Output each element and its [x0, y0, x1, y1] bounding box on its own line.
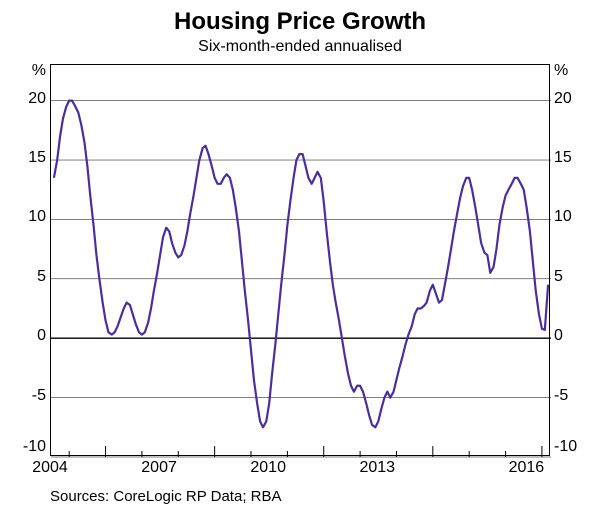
plot-svg [51, 65, 549, 455]
y-tick-label-left: 15 [28, 149, 46, 167]
y-tick-label-left: 10 [28, 208, 46, 226]
y-tick-label-left: 5 [37, 268, 46, 286]
y-tick-label-left: 20 [28, 90, 46, 108]
y-tick-label-left: 0 [37, 327, 46, 345]
chart-subtitle: Six-month-ended annualised [0, 38, 600, 56]
x-tick-label: 2013 [359, 459, 395, 477]
sources-text: Sources: CoreLogic RP Data; RBA [50, 488, 282, 505]
plot-area [50, 64, 550, 456]
y-axis-unit-left: % [32, 62, 46, 80]
y-tick-label-right: 5 [554, 268, 563, 286]
y-axis-unit-right: % [554, 62, 568, 80]
x-tick-label: 2007 [141, 459, 177, 477]
x-tick-label: 2004 [32, 459, 68, 477]
y-tick-label-right: 15 [554, 149, 572, 167]
y-tick-label-left: -10 [23, 438, 46, 456]
y-tick-label-right: -5 [554, 387, 568, 405]
y-tick-label-right: 20 [554, 90, 572, 108]
y-tick-label-right: 0 [554, 327, 563, 345]
y-tick-label-right: 10 [554, 208, 572, 226]
chart-container: Housing Price Growth Six-month-ended ann… [0, 0, 600, 511]
series-line [54, 101, 548, 428]
x-tick-label: 2016 [509, 459, 545, 477]
chart-title: Housing Price Growth [0, 8, 600, 36]
y-tick-label-left: -5 [32, 387, 46, 405]
y-tick-label-right: -10 [554, 438, 577, 456]
x-tick-label: 2010 [250, 459, 286, 477]
